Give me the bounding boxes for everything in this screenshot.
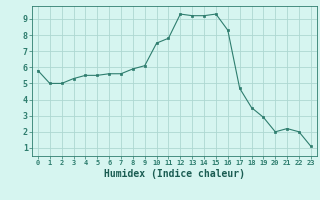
X-axis label: Humidex (Indice chaleur): Humidex (Indice chaleur) bbox=[104, 169, 245, 179]
